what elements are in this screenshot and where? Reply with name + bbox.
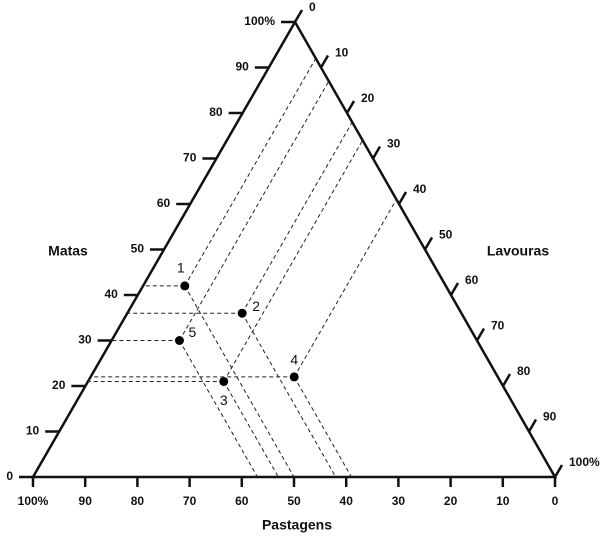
point-label: 3 bbox=[220, 392, 228, 408]
guide-line bbox=[293, 199, 397, 378]
guide-line bbox=[223, 140, 364, 382]
tick-label: 0 bbox=[552, 494, 559, 508]
tick-label: 20 bbox=[444, 494, 458, 508]
tick-label: 90 bbox=[235, 60, 249, 74]
tick-mark bbox=[423, 236, 434, 251]
tick-mark bbox=[293, 9, 304, 23]
tick-label: 70 bbox=[491, 319, 505, 333]
tick-label: 40 bbox=[104, 287, 118, 301]
tick-label: 100% bbox=[18, 494, 49, 508]
tick-label: 50 bbox=[131, 242, 145, 256]
guide-line bbox=[179, 340, 258, 478]
tick-label: 80 bbox=[131, 494, 145, 508]
tick-mark bbox=[345, 100, 356, 114]
tick-label: 50 bbox=[287, 494, 301, 508]
guide-line bbox=[184, 285, 295, 478]
data-point bbox=[174, 336, 184, 345]
tick-label: 30 bbox=[387, 137, 401, 151]
tick-label: 30 bbox=[392, 494, 406, 508]
data-point bbox=[237, 308, 247, 318]
bottom-axis-title: Pastagens bbox=[262, 517, 332, 533]
tick-mark bbox=[527, 418, 538, 433]
tick-label: 70 bbox=[183, 151, 197, 165]
tick-label: 100% bbox=[244, 14, 275, 28]
tick-label: 80 bbox=[209, 105, 223, 119]
tick-label: 70 bbox=[183, 494, 197, 508]
guide-line bbox=[241, 121, 353, 314]
data-point bbox=[289, 372, 299, 382]
guide-line bbox=[241, 312, 337, 478]
tick-label: 20 bbox=[361, 91, 375, 105]
data-point bbox=[219, 376, 229, 386]
tick-mark bbox=[449, 282, 460, 296]
guide-line bbox=[223, 381, 279, 478]
tick-mark bbox=[371, 145, 382, 160]
point-label: 1 bbox=[177, 260, 185, 276]
tick-label: 0 bbox=[309, 0, 316, 14]
tick-label: 50 bbox=[439, 228, 453, 242]
tick-label: 40 bbox=[413, 182, 427, 196]
triangle bbox=[30, 19, 558, 479]
point-label: 4 bbox=[290, 352, 298, 368]
guide-line bbox=[293, 376, 352, 478]
tick-mark bbox=[319, 54, 330, 69]
tick-label: 40 bbox=[340, 494, 354, 508]
point-label: 2 bbox=[252, 298, 260, 314]
tick-label: 80 bbox=[517, 364, 531, 378]
guide-line bbox=[184, 58, 317, 287]
tick-label: 30 bbox=[78, 333, 92, 347]
tick-mark bbox=[553, 464, 564, 478]
tick-label: 60 bbox=[465, 273, 479, 287]
data-point bbox=[180, 281, 190, 291]
tick-label: 10 bbox=[26, 424, 40, 438]
tick-label: 10 bbox=[496, 494, 510, 508]
tick-label: 10 bbox=[335, 46, 349, 60]
tick-mark bbox=[475, 327, 486, 342]
guide-line bbox=[179, 80, 330, 341]
tick-label: 100% bbox=[569, 455, 600, 469]
left-axis-title: Matas bbox=[48, 243, 88, 259]
tick-mark bbox=[501, 373, 512, 387]
tick-label: 90 bbox=[79, 494, 93, 508]
tick-label: 20 bbox=[52, 378, 66, 392]
tick-label: 0 bbox=[6, 469, 13, 483]
right-axis-title: Lavouras bbox=[487, 243, 549, 259]
tick-label: 60 bbox=[157, 196, 171, 210]
tick-label: 90 bbox=[543, 410, 557, 424]
tick-label: 60 bbox=[235, 494, 249, 508]
tick-mark bbox=[397, 191, 408, 205]
point-label: 5 bbox=[189, 324, 197, 340]
